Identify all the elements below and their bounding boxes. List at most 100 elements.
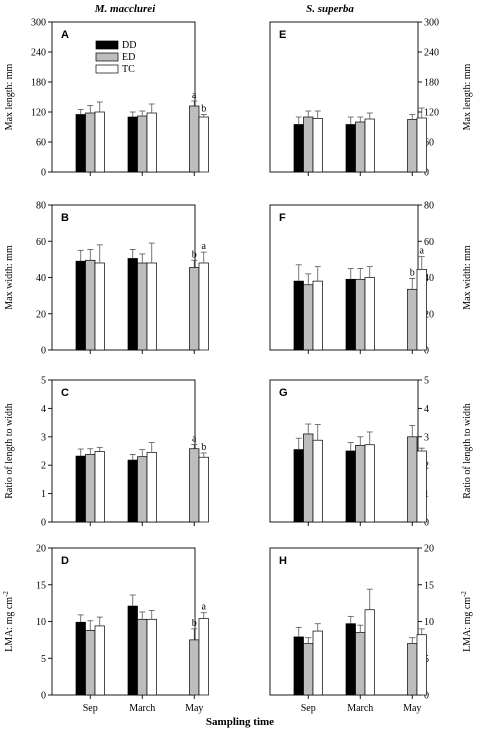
y-tick-label: 120 — [424, 108, 439, 119]
bar-dd — [75, 114, 86, 173]
bar-tc — [416, 268, 427, 351]
bar-ed — [303, 284, 314, 351]
significance-letter: a — [192, 90, 197, 101]
y-axis-label-superscript: -2 — [460, 591, 468, 597]
y-tick-label: 60 — [424, 237, 434, 248]
plot-frame — [269, 21, 419, 173]
bar-dd — [75, 260, 86, 351]
y-tick-label: 0 — [41, 168, 46, 179]
bar-dd — [127, 116, 138, 173]
significance-letter: b — [410, 267, 415, 278]
bar-ed — [137, 262, 148, 351]
bar-ed — [303, 643, 314, 696]
y-axis-label: Ratio of length to width — [462, 403, 473, 499]
bar-dd — [345, 278, 356, 351]
bar-ed — [85, 112, 96, 173]
bar-tc — [146, 452, 157, 523]
y-tick-label: 180 — [31, 78, 46, 89]
y-tick-label: 60 — [36, 138, 46, 149]
bar-ed — [85, 454, 96, 523]
significance-letter: a — [202, 241, 207, 252]
y-tick-label: 80 — [424, 201, 434, 212]
bar-tc — [94, 625, 105, 696]
bar-tc — [364, 609, 375, 696]
bar-dd — [127, 605, 138, 696]
y-axis-label: LMA: mg cm-2 — [460, 591, 473, 652]
panel-c: 0 1 2 3 4 5 Ratio of length to width Cab — [4, 376, 209, 529]
y-tick-label: 240 — [31, 48, 46, 59]
y-axis-label: Ratio of length to width — [4, 403, 15, 499]
y-tick-label: 0 — [424, 346, 429, 357]
panel-d: 0 5 10 15 20 LMA: mg cm-2 D Sep March May ba — [2, 544, 209, 714]
y-tick-label: 0 — [424, 518, 429, 529]
y-tick-label: 180 — [424, 78, 439, 89]
significance-letter: b — [201, 442, 206, 453]
bar-ed — [407, 119, 418, 173]
legend-label-ed: ED — [122, 52, 135, 63]
y-tick-label: 0 — [41, 691, 46, 702]
bar-dd — [293, 280, 304, 351]
significance-letter: a — [202, 602, 207, 613]
bar-dd — [293, 124, 304, 173]
significance-letter: b — [201, 104, 206, 115]
bar-tc — [198, 262, 209, 351]
bar-tc — [364, 444, 375, 523]
bar-tc — [416, 450, 427, 523]
bar-tc — [198, 116, 209, 173]
panel-letter: C — [61, 387, 69, 399]
y-axis-label: LMA: mg cm-2 — [2, 591, 15, 652]
bar-ed — [303, 433, 314, 523]
x-tick-label: Sep — [83, 703, 98, 714]
y-tick-label: 60 — [36, 237, 46, 248]
x-tick-label: March — [347, 703, 373, 714]
bar-tc — [146, 262, 157, 351]
bar-ed — [407, 436, 418, 523]
y-axis-label-superscript: -2 — [2, 591, 10, 597]
bar-tc — [146, 618, 157, 696]
x-axis-title: Sampling time — [206, 716, 274, 728]
y-tick-label: 20 — [36, 544, 46, 555]
bar-tc — [94, 262, 105, 351]
bar-ed — [85, 259, 96, 351]
y-tick-label: 20 — [424, 309, 434, 320]
plot-frame — [269, 204, 419, 351]
plot-frame — [269, 379, 419, 523]
plot-frame — [269, 547, 419, 696]
legend-label-tc: TC — [122, 64, 135, 75]
bar-ed — [189, 639, 200, 696]
right-column-title: S. superba — [306, 3, 354, 15]
significance-letter: a — [192, 433, 197, 444]
y-tick-label: 4 — [424, 404, 429, 415]
bar-tc — [312, 280, 323, 351]
panel-letter: E — [279, 29, 286, 41]
y-tick-label: 60 — [424, 138, 434, 149]
bar-tc — [146, 112, 157, 173]
y-tick-label: 0 — [424, 168, 429, 179]
y-tick-label: 40 — [36, 273, 46, 284]
y-axis-label: Max width: mm — [4, 245, 15, 310]
bar-ed — [189, 105, 200, 173]
legend-swatch-ed — [95, 52, 119, 62]
plot-frame — [51, 379, 196, 523]
x-tick-label: Sep — [301, 703, 316, 714]
panel-letter: A — [61, 29, 69, 41]
significance-letter: b — [192, 249, 197, 260]
y-axis-label: Max length: mm — [4, 63, 15, 130]
bar-ed — [137, 618, 148, 696]
legend-label-dd: DD — [122, 40, 136, 51]
bar-dd — [75, 621, 86, 696]
bar-dd — [127, 459, 138, 523]
y-tick-label: 3 — [41, 432, 46, 443]
plot-frame — [51, 21, 196, 173]
y-tick-label: 240 — [424, 48, 439, 59]
significance-letter: a — [420, 246, 425, 257]
y-tick-label: 300 — [31, 18, 46, 29]
bar-tc — [198, 618, 209, 696]
panel-letter: B — [61, 212, 69, 224]
bar-ed — [355, 632, 366, 696]
panel-letter: D — [61, 555, 69, 567]
